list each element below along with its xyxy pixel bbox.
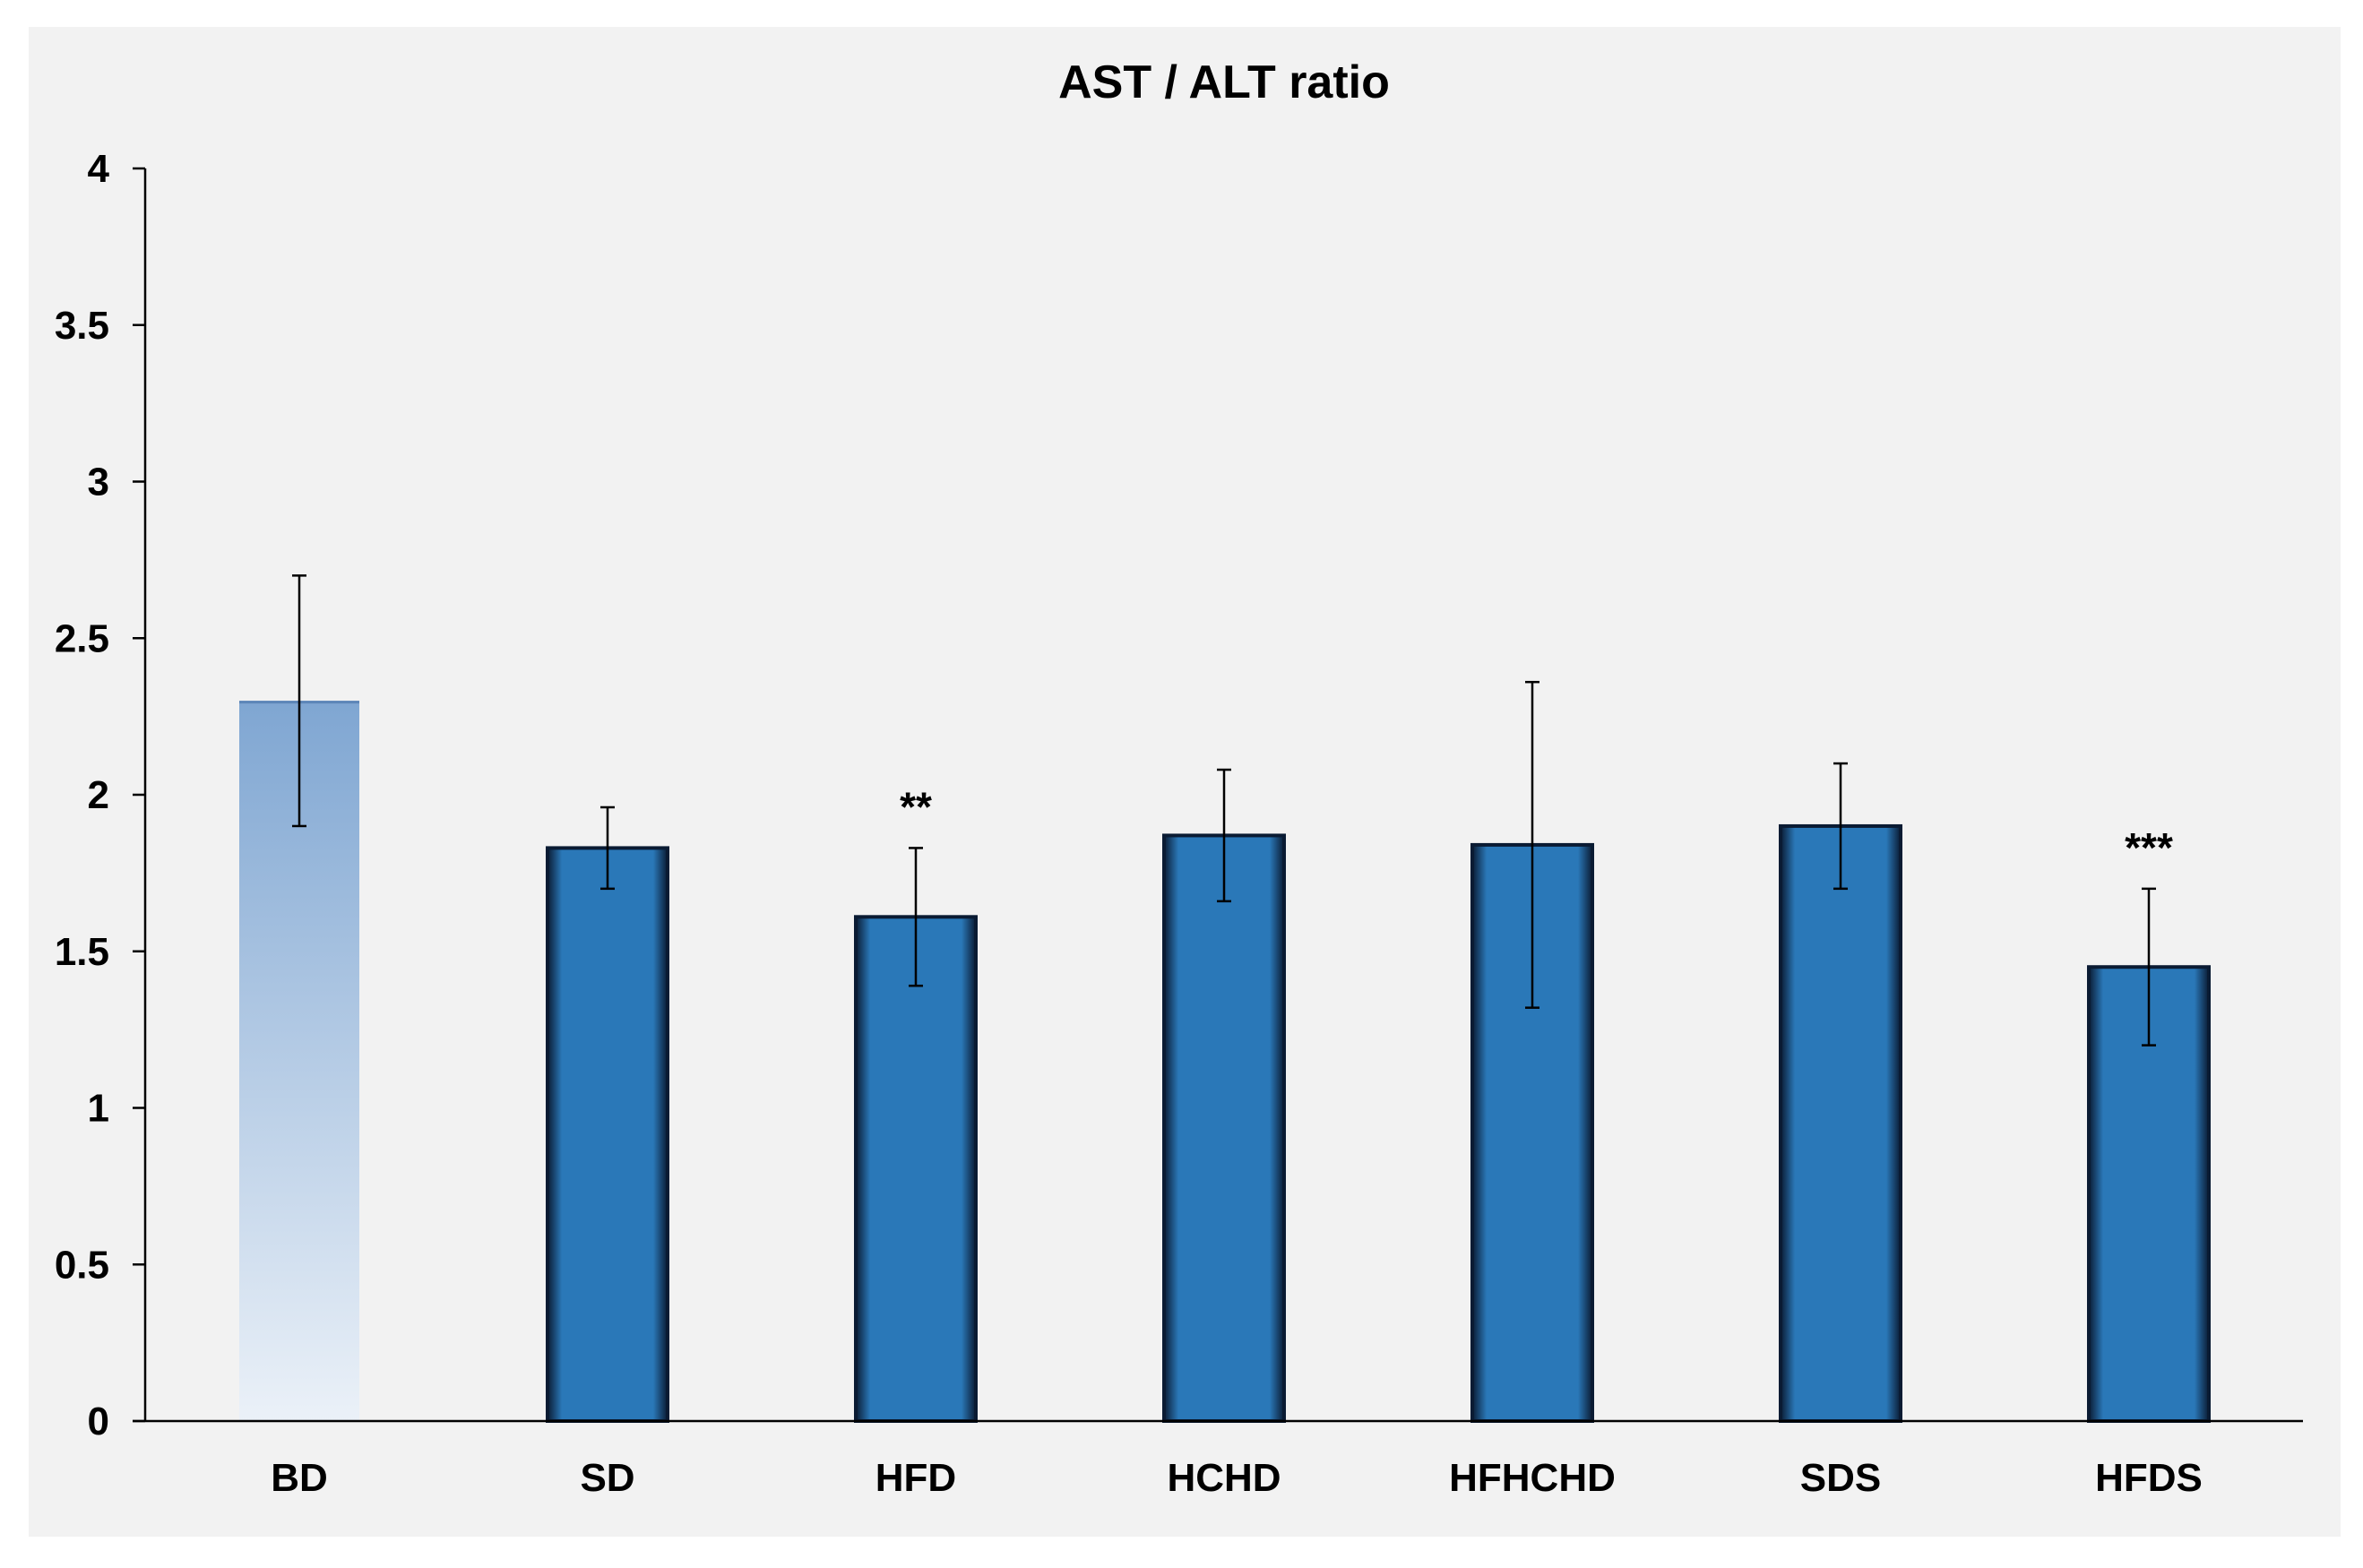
error-bars-layer <box>292 574 2156 1047</box>
y-tick-label: 2.5 <box>55 616 109 660</box>
axes-layer: BD SD HFD HCHD HFHCHD SDS HFDS 0 0.5 1 1.5 2 2.5 3 3.5… <box>55 147 2303 1500</box>
bar-sds <box>1779 823 1902 1423</box>
chart-panel: AST / ALT ratio ** *** BD SD HFD HCHD HFHCHD S… <box>29 27 2341 1537</box>
y-tick-label: 1 <box>88 1087 109 1131</box>
y-tick-label: 3.5 <box>55 304 109 348</box>
x-tick-label-hfhchd: HFHCHD <box>1449 1456 1616 1500</box>
bar-body <box>856 917 976 1421</box>
error-bar-sds <box>1833 762 1848 891</box>
error-bar-hfds <box>2142 887 2156 1047</box>
bar-hfd <box>854 915 978 1423</box>
x-tick-label-hfd: HFD <box>875 1456 956 1500</box>
bar-hchd <box>1162 833 1286 1423</box>
bar-sd <box>546 846 669 1423</box>
x-tick-label-hfds: HFDS <box>2095 1456 2203 1500</box>
error-bar-hchd <box>1217 768 1231 903</box>
error-bar-sd <box>600 806 615 891</box>
error-bar-bd <box>292 574 306 828</box>
significance-label-hfd: ** <box>900 783 932 830</box>
bar-body <box>1781 825 1901 1421</box>
x-tick-label-sd: SD <box>580 1456 634 1500</box>
y-tick-label: 1.5 <box>55 930 109 974</box>
x-tick-label-hchd: HCHD <box>1167 1456 1281 1500</box>
y-tick-label: 0 <box>88 1400 109 1443</box>
annotations-layer: ***** <box>900 783 2173 870</box>
y-tick-label: 2 <box>88 773 109 817</box>
bar-body <box>1164 835 1284 1421</box>
y-tick-label: 3 <box>88 461 109 504</box>
bar-body <box>548 848 668 1421</box>
bar-chart: AST / ALT ratio ***** BD SD HFD HCHD HFHCHD S… <box>55 56 2303 1500</box>
x-tick-label-bd: BD <box>271 1456 328 1500</box>
y-tick-label: 4 <box>88 147 110 191</box>
y-tick-label: 0.5 <box>55 1243 109 1287</box>
significance-label-hfds: *** <box>2125 824 2173 871</box>
error-bar-hfhchd <box>1525 680 1539 1009</box>
error-bar-hfd <box>909 847 923 987</box>
x-tick-label-sds: SDS <box>1800 1456 1881 1500</box>
chart-title: AST / ALT ratio <box>1058 56 1390 108</box>
